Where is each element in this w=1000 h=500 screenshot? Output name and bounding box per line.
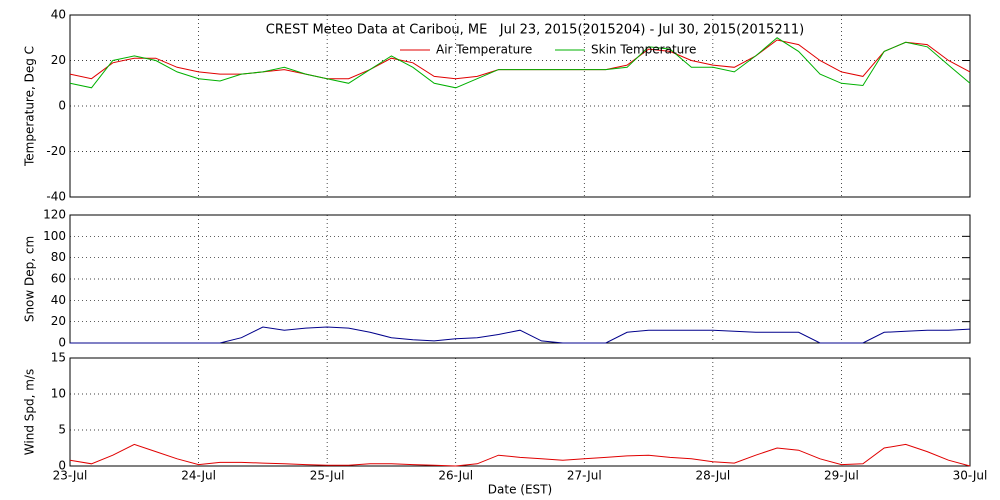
y-tick-label: 80: [51, 250, 66, 264]
x-axis-label: Date (EST): [488, 483, 552, 497]
y-tick-label: 0: [58, 99, 66, 113]
y-tick-label: 10: [51, 387, 66, 401]
plot-frame: [69, 14, 971, 198]
x-tick-label: 29-Jul: [824, 469, 859, 483]
y-axis-label: Snow Dep, cm: [23, 236, 37, 322]
data-line: [69, 37, 971, 89]
y-tick-label: 40: [51, 293, 66, 307]
x-tick-label: 25-Jul: [310, 469, 345, 483]
x-tick-label: 24-Jul: [181, 469, 216, 483]
x-tick-label: 27-Jul: [567, 469, 602, 483]
x-tick-label: 28-Jul: [695, 469, 730, 483]
legend-label: Air Temperature: [436, 43, 532, 57]
y-tick-label: 120: [43, 208, 66, 222]
x-tick-label: 26-Jul: [438, 469, 473, 483]
y-tick-label: 20: [51, 53, 66, 67]
y-tick-label: 0: [58, 459, 66, 473]
y-axis-label: Wind Spd, m/s: [23, 369, 37, 455]
y-tick-label: 40: [51, 8, 66, 22]
data-line: [70, 326, 971, 344]
plot-frame: [69, 214, 971, 344]
plot-frame: [69, 357, 971, 467]
y-tick-label: 0: [58, 336, 66, 350]
chart-title: CREST Meteo Data at Caribou, ME Jul 23, …: [266, 23, 804, 38]
x-tick-label: 30-Jul: [953, 469, 988, 483]
y-tick-label: -40: [46, 190, 66, 204]
legend-label: Skin Temperature: [591, 43, 696, 57]
data-line: [69, 443, 971, 467]
y-tick-label: 100: [43, 229, 66, 243]
y-tick-label: 60: [51, 272, 66, 286]
y-tick-label: -20: [46, 144, 66, 158]
y-tick-label: 15: [51, 351, 66, 365]
y-tick-label: 20: [51, 314, 66, 328]
y-axis-label: Temperature, Deg C: [23, 46, 37, 167]
x-tick-label: 23-Jul: [53, 469, 88, 483]
y-tick-label: 5: [58, 423, 66, 437]
